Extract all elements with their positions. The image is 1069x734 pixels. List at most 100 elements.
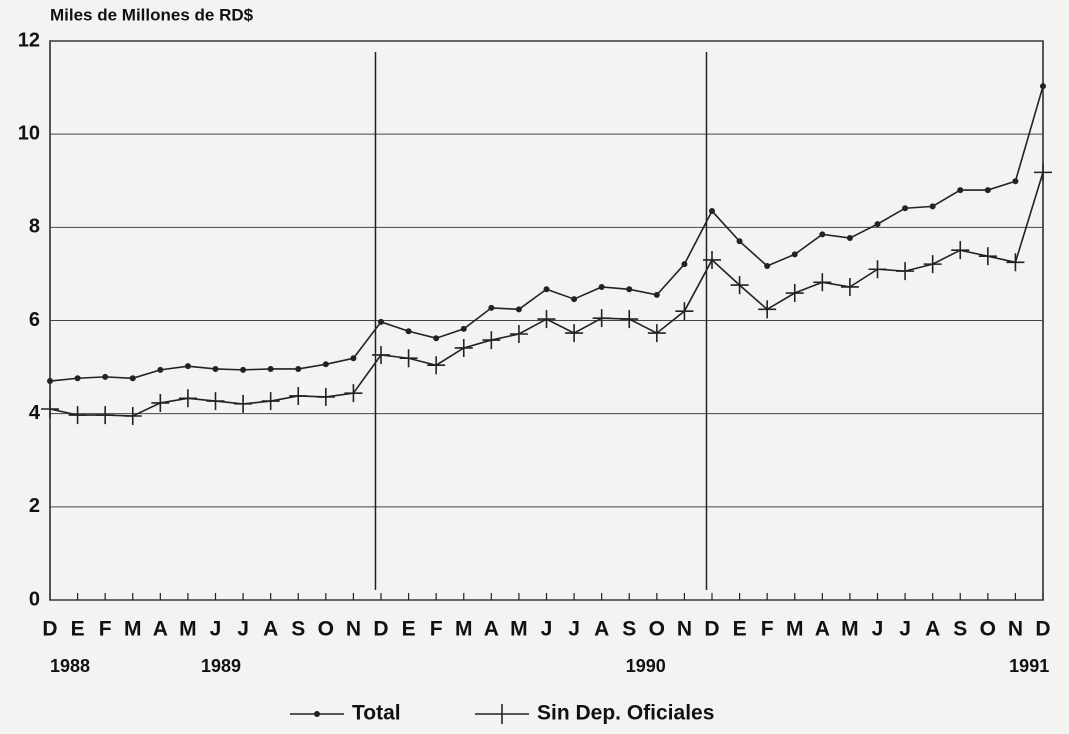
x-tick-label: S: [291, 618, 305, 641]
point: [433, 335, 440, 342]
x-tick-label: M: [179, 618, 197, 641]
x-tick-label: M: [786, 618, 804, 641]
point: [316, 387, 335, 406]
point: [620, 310, 639, 329]
point: [565, 324, 584, 343]
legend-marker: [314, 711, 320, 717]
x-tick-label: O: [649, 618, 665, 641]
point: [1034, 163, 1052, 182]
point: [626, 286, 633, 293]
legend-label: Sin Dep. Oficiales: [537, 702, 714, 725]
point: [488, 304, 495, 311]
point: [957, 187, 964, 194]
x-tick-label: M: [455, 618, 473, 641]
legend-label: Total: [352, 702, 401, 725]
series-line: [49, 172, 1044, 417]
point: [1040, 83, 1046, 90]
x-tick-label: O: [980, 618, 996, 641]
point: [399, 349, 418, 368]
x-tick-label: E: [733, 618, 747, 641]
point: [868, 260, 887, 279]
x-tick-label: E: [71, 618, 85, 641]
point: [157, 366, 164, 373]
point: [102, 373, 109, 380]
x-tick-label: S: [622, 618, 636, 641]
point: [819, 231, 826, 238]
x-tick-label: M: [841, 618, 859, 641]
point: [764, 262, 771, 269]
point: [571, 296, 578, 303]
point: [681, 261, 688, 268]
point: [372, 345, 390, 364]
point: [592, 309, 611, 328]
x-tick-label: J: [872, 618, 884, 641]
point: [902, 205, 909, 212]
x-tick-label: N: [346, 618, 361, 641]
point: [703, 250, 721, 269]
x-tick-label: M: [124, 618, 142, 641]
point: [709, 208, 715, 215]
point: [791, 251, 798, 258]
x-tick-label: N: [677, 618, 692, 641]
point: [543, 286, 550, 293]
point: [234, 394, 253, 413]
x-tick-label: J: [899, 618, 911, 641]
point: [96, 406, 115, 425]
point: [322, 361, 329, 368]
y-tick-label: 12: [18, 29, 40, 51]
point: [653, 291, 660, 298]
point: [515, 306, 522, 313]
point: [261, 392, 280, 411]
year-label: 1990: [626, 656, 666, 676]
point: [813, 273, 832, 292]
point: [123, 406, 142, 425]
point: [785, 284, 804, 303]
x-tick-label: A: [925, 618, 940, 641]
x-tick-label: F: [761, 618, 774, 641]
point: [295, 365, 302, 372]
point: [378, 318, 384, 325]
y-tick-label: 2: [29, 495, 40, 517]
point: [509, 325, 528, 344]
point: [482, 331, 501, 350]
year-label: 1991: [1009, 656, 1049, 676]
point: [289, 386, 308, 405]
x-tick-label: A: [263, 618, 278, 641]
point: [151, 393, 170, 412]
point: [730, 276, 749, 295]
point: [405, 328, 412, 335]
y-tick-label: 10: [18, 122, 40, 144]
point: [206, 392, 225, 411]
x-tick-label: J: [568, 618, 580, 641]
point: [74, 375, 81, 382]
x-tick-label: A: [594, 618, 609, 641]
x-tick-label: A: [815, 618, 830, 641]
point: [1012, 178, 1019, 185]
point: [240, 366, 247, 373]
chart-title: Miles de Millones de RD$: [50, 5, 254, 24]
y-tick-label: 4: [29, 402, 41, 424]
y-tick-label: 0: [29, 588, 40, 610]
x-tick-label: J: [237, 618, 249, 641]
point: [846, 235, 853, 242]
y-tick-label: 6: [29, 309, 40, 331]
point: [984, 187, 991, 194]
point: [129, 375, 136, 382]
x-tick-label: F: [99, 618, 112, 641]
point: [47, 378, 53, 385]
point: [929, 203, 936, 210]
point: [537, 310, 556, 329]
point: [460, 325, 467, 332]
point: [840, 277, 859, 296]
point: [350, 355, 357, 362]
x-tick-label: J: [210, 618, 222, 641]
point: [758, 300, 777, 319]
x-tick-label: J: [541, 618, 553, 641]
point: [267, 365, 274, 372]
point: [896, 262, 915, 281]
x-tick-label: M: [510, 618, 528, 641]
point: [951, 241, 970, 260]
point: [675, 302, 694, 321]
x-tick-label: S: [953, 618, 967, 641]
